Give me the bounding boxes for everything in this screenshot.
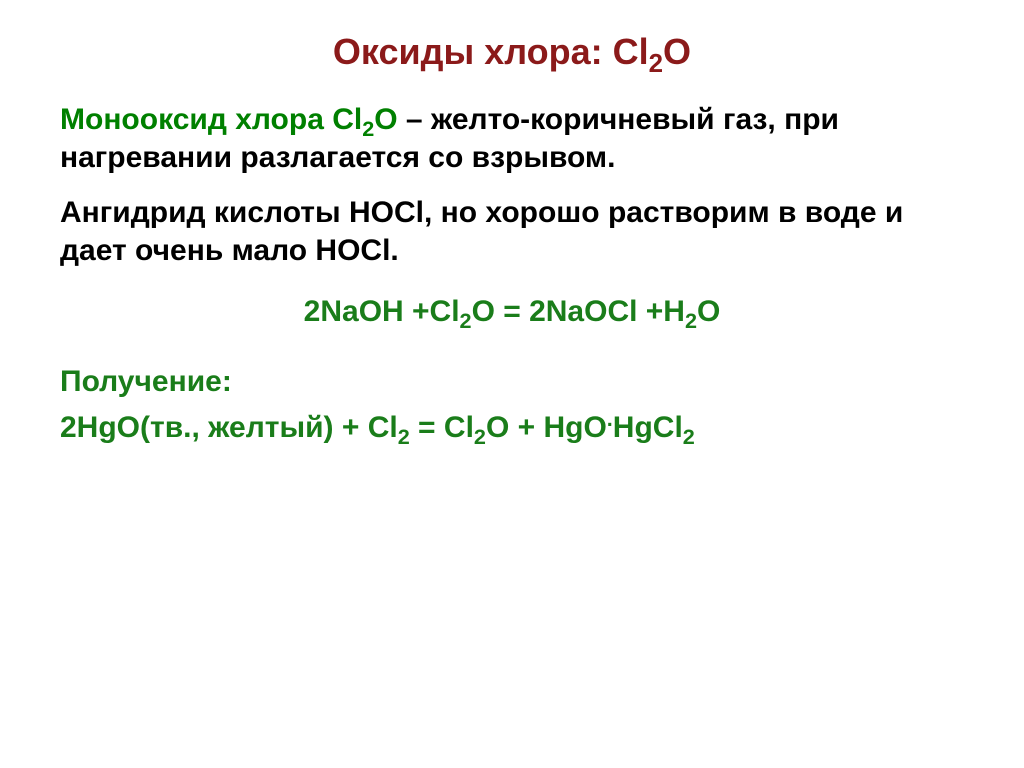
equation-1: 2NaOH +Cl2O = 2NaOCl +H2O [60,295,964,329]
eq2-s3: 2 [683,424,695,449]
eq1-s2: 2 [685,308,697,333]
eq1-b: O = 2NaOCl +H [472,295,685,328]
p1-lead-b: Cl [332,103,362,136]
slide-title: Оксиды хлора: Cl2O [60,30,964,73]
label-get-text: Получение: [60,365,232,398]
p1-lead-c: O [374,103,397,136]
eq1-s1: 2 [460,308,472,333]
eq2-c: O + HgO [486,411,607,444]
eq2-s1: 2 [398,424,410,449]
p1-lead-sub: 2 [362,116,374,141]
eq2-s2: 2 [474,424,486,449]
title-text-a: Оксиды хлора: Cl [333,31,649,72]
paragraph-2: Ангидрид кислоты HOCl, но хорошо раствор… [60,194,964,269]
eq2-b: = Cl [410,411,474,444]
equation-2: 2HgO(тв., желтый) + Cl2 = Cl2O + HgO.HgC… [60,409,964,447]
p2-text: Ангидрид кислоты HOCl, но хорошо раствор… [60,196,903,267]
title-sub: 2 [649,50,663,78]
title-text-b: O [663,31,691,72]
eq1-c: O [697,295,720,328]
eq1-a: 2NaOH +Cl [304,295,460,328]
paragraph-1: Монооксид хлора Cl2O – желто-коричневый … [60,101,964,176]
eq2-d: HgCl [613,411,683,444]
eq2-a: 2HgO(тв., желтый) + Cl [60,411,398,444]
label-get: Получение: [60,365,964,399]
p1-lead-a: Монооксид хлора [60,103,332,136]
